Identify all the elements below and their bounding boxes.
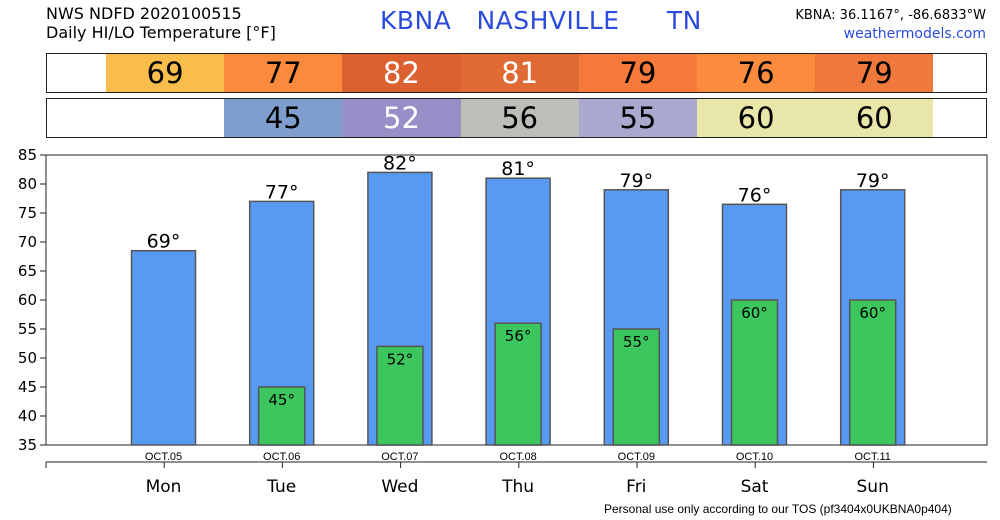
date-label: OCT.11	[854, 451, 890, 463]
lo-bar-label: 52°	[387, 350, 414, 368]
product-subtitle: Daily HI/LO Temperature [°F]	[46, 23, 276, 42]
lo-bar-label: 60°	[741, 304, 768, 322]
hi-strip-cell: 79	[578, 54, 697, 92]
lo-temp-strip: 45 52 56 55 60 60	[46, 98, 987, 138]
lo-bar	[257, 386, 306, 446]
y-tick-label: 50	[18, 349, 37, 367]
lo-bar	[730, 299, 779, 446]
lo-strip-cell: 56	[460, 99, 579, 137]
hi-strip-cell: 82	[342, 54, 461, 92]
lo-strip-cell: 60	[815, 99, 934, 137]
station-id: KBNA	[380, 6, 452, 35]
day-label: Wed	[381, 477, 418, 497]
date-label: OCT.09	[618, 451, 655, 463]
date-label: OCT.10	[736, 451, 773, 463]
y-tick-label: 40	[18, 407, 37, 425]
date-label: OCT.08	[499, 451, 536, 463]
hi-bar-label: 79°	[619, 170, 653, 192]
y-tick-label: 70	[18, 233, 37, 251]
hi-strip-cell: 79	[815, 54, 934, 92]
hi-temp-strip: 69 77 82 81 79 76 79	[46, 53, 987, 93]
lo-strip-cell: 60	[697, 99, 816, 137]
product-title: NWS NDFD 2020100515	[46, 4, 242, 23]
footer-note: Personal use only according to our TOS (…	[604, 502, 952, 516]
y-tick-label: 85	[18, 146, 37, 164]
date-label: OCT.07	[381, 451, 418, 463]
hi-bar-label: 77°	[265, 181, 299, 203]
header-left: NWS NDFD 2020100515 Daily HI/LO Temperat…	[46, 4, 276, 42]
lo-bar	[376, 345, 424, 446]
hi-bar-label: 81°	[501, 158, 535, 180]
hi-bar-label: 69°	[147, 231, 181, 253]
site-link[interactable]: weathermodels.com	[843, 26, 986, 42]
y-tick-label: 65	[18, 262, 37, 280]
hi-strip-cell: 69	[106, 54, 225, 92]
lo-bar	[848, 299, 897, 446]
hi-strip-cell: 77	[224, 54, 343, 92]
location-title: KBNA NASHVILLE TN	[380, 6, 760, 35]
day-label: Sat	[741, 477, 769, 497]
lo-strip-cell: 55	[578, 99, 697, 137]
y-tick-label: 75	[18, 204, 37, 222]
y-tick-label: 80	[18, 175, 37, 193]
date-label: OCT.05	[145, 451, 182, 463]
y-tick-label: 45	[18, 378, 37, 396]
day-label: Mon	[146, 477, 182, 497]
lo-bar	[494, 322, 542, 446]
hi-bar-label: 76°	[738, 184, 772, 206]
day-label: Fri	[626, 477, 646, 497]
date-label: OCT.06	[263, 451, 300, 463]
hi-bar	[130, 249, 197, 446]
day-label: Sun	[857, 477, 889, 497]
lo-bar-label: 56°	[505, 327, 532, 345]
hi-bar-label: 79°	[856, 170, 890, 192]
y-tick-label: 60	[18, 291, 37, 309]
hi-strip-cell: 81	[460, 54, 579, 92]
header-right: KBNA: 36.1167°, -86.6833°W weathermodels…	[795, 6, 986, 44]
station-coords: KBNA: 36.1167°, -86.6833°W	[795, 8, 986, 23]
lo-strip-cell: 52	[342, 99, 461, 137]
lo-bar	[612, 328, 661, 446]
lo-bar-label: 60°	[859, 304, 886, 322]
y-tick-label: 55	[18, 320, 37, 338]
lo-bar-label: 55°	[623, 333, 650, 351]
hi-strip-cell: 76	[697, 54, 816, 92]
state-name: TN	[666, 6, 702, 35]
y-tick-label: 35	[18, 436, 37, 454]
lo-strip-cell	[106, 99, 225, 137]
day-label: Thu	[501, 477, 534, 497]
lo-strip-cell: 45	[224, 99, 343, 137]
city-name: NASHVILLE	[476, 6, 620, 35]
lo-bar-label: 45°	[268, 391, 295, 409]
day-label: Tue	[266, 477, 296, 497]
hi-bar-label: 82°	[383, 152, 417, 174]
